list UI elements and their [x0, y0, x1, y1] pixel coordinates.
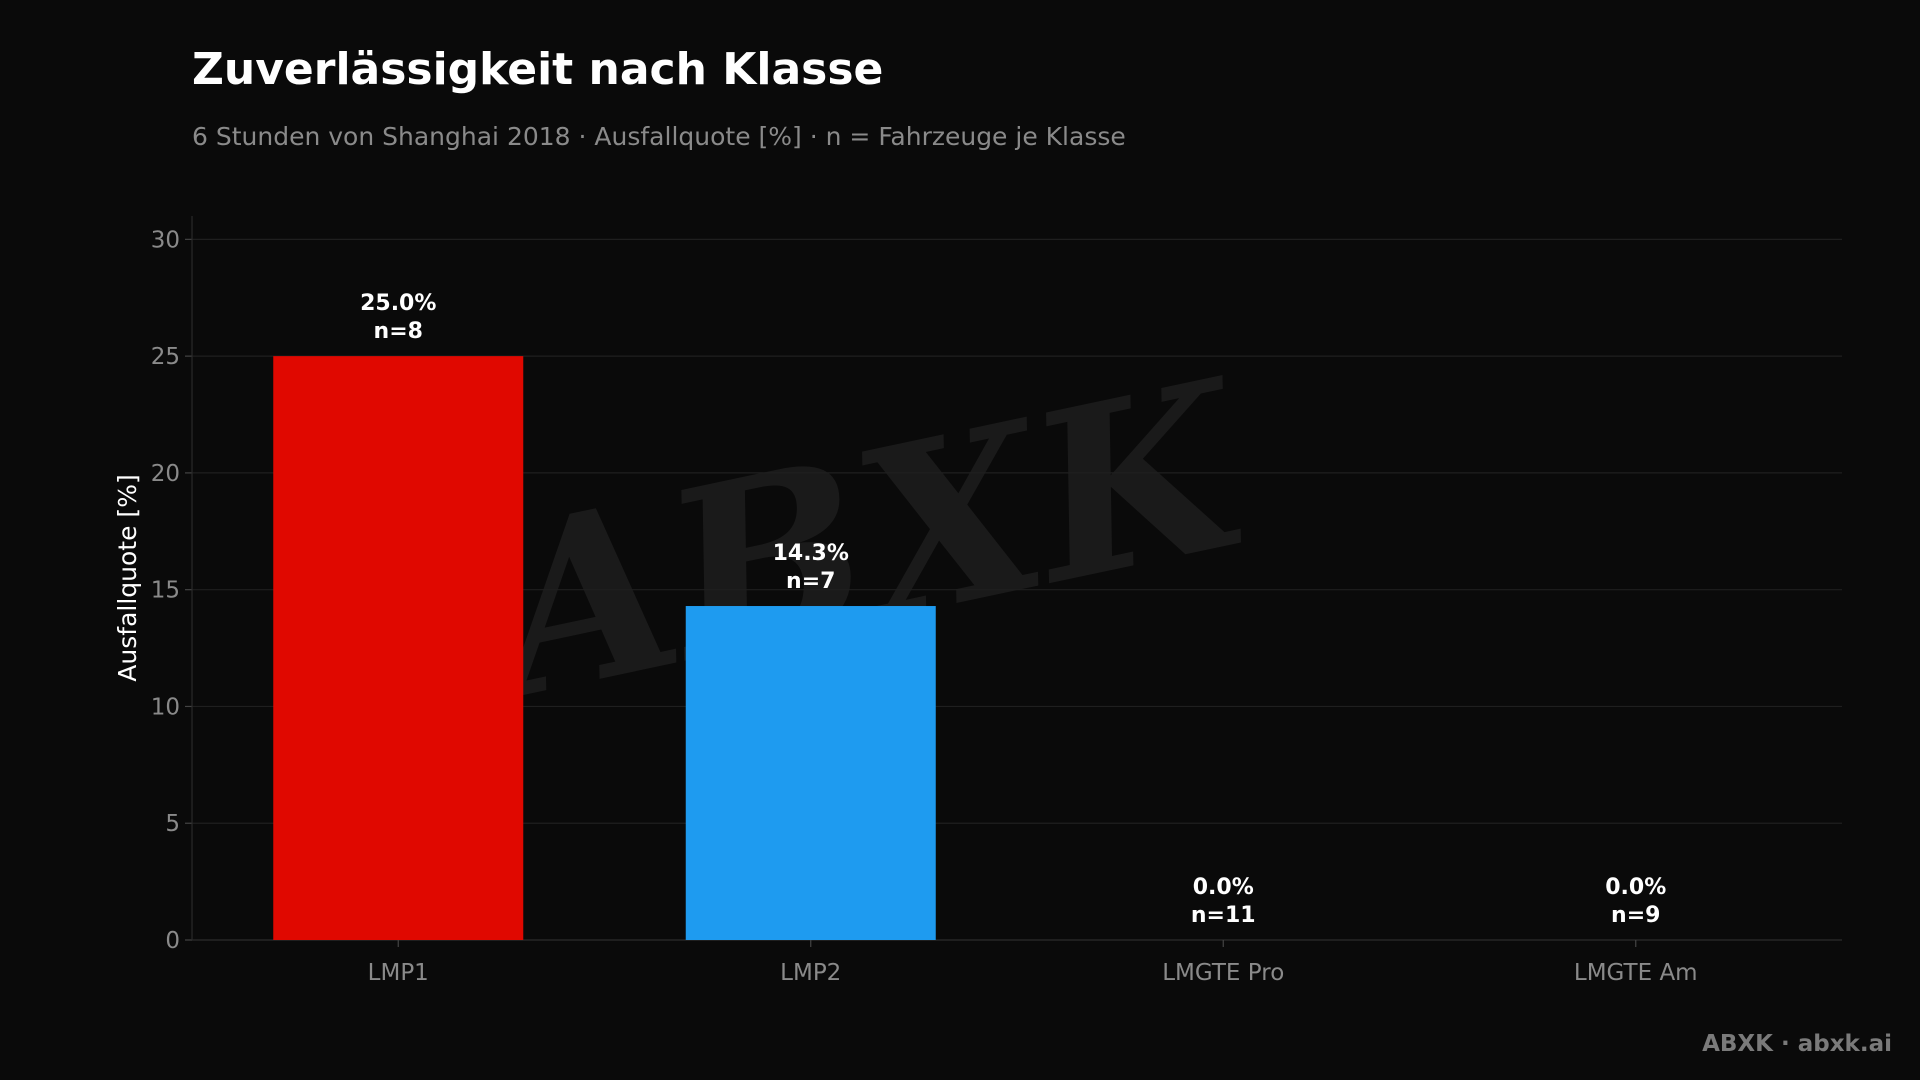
chart-subtitle: 6 Stunden von Shanghai 2018 · Ausfallquo…	[192, 122, 1126, 151]
bars	[273, 356, 936, 940]
x-tick-label: LMP2	[780, 960, 841, 986]
count-label: n=7	[786, 569, 835, 594]
value-label: 14.3%	[773, 541, 849, 566]
x-tick-label: LMGTE Pro	[1162, 960, 1284, 986]
bar-lmp2	[685, 606, 936, 940]
bar-lmp1	[273, 356, 524, 940]
y-tick-label: 10	[151, 694, 180, 720]
value-label: 0.0%	[1193, 875, 1254, 900]
axes: 0 5 10 15 20 25 30 LMP1 LMP2 LMGTE Pro LMGTE Am	[151, 216, 1842, 986]
y-axis-label: Ausfallquote [%]	[113, 474, 142, 681]
data-labels: 25.0% n=8 14.3% n=7 0.0% n=11 0.0% n=9	[360, 291, 1666, 928]
y-tick-label: 30	[151, 227, 180, 253]
value-label: 25.0%	[360, 291, 436, 316]
y-tick-label: 0	[165, 928, 180, 954]
count-label: n=9	[1611, 903, 1660, 928]
value-label: 0.0%	[1605, 875, 1666, 900]
footer-brand: ABXK · abxk.ai	[1702, 1031, 1892, 1057]
count-label: n=8	[374, 319, 423, 344]
y-tick-label: 15	[151, 578, 180, 604]
x-tick-label: LMGTE Am	[1574, 960, 1698, 986]
count-label: n=11	[1191, 903, 1256, 928]
y-tick-label: 5	[165, 811, 180, 837]
y-tick-label: 20	[151, 461, 180, 487]
y-tick-label: 25	[151, 344, 180, 370]
x-tick-label: LMP1	[368, 960, 429, 986]
chart-title: Zuverlässigkeit nach Klasse	[192, 44, 884, 95]
